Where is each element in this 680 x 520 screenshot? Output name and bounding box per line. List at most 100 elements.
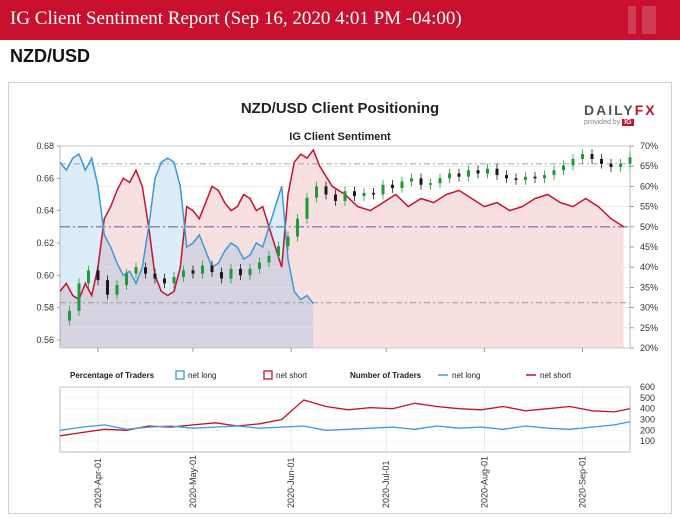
net-long-area	[60, 154, 314, 348]
x-tick-label: 2020-May-01	[188, 455, 198, 508]
price-candle	[457, 173, 461, 177]
pct-tick-label: 55%	[640, 202, 658, 212]
x-tick-label: 2020-Aug-01	[479, 456, 489, 508]
legend-pct-short-swatch	[263, 370, 273, 380]
net-short-area	[60, 150, 624, 348]
price-candle	[552, 170, 556, 176]
price-tick-label: 0.66	[36, 173, 54, 183]
price-tick-label: 0.58	[36, 303, 54, 313]
price-candle	[628, 157, 632, 164]
price-candle	[543, 175, 546, 179]
legend-num-short-label: net short	[540, 371, 572, 380]
price-candle	[296, 218, 299, 237]
price-candle	[267, 255, 271, 263]
price-candle	[467, 170, 470, 177]
pct-tick-label: 65%	[640, 161, 658, 171]
price-candle	[562, 165, 565, 171]
legend-percentage-title: Percentage of Traders	[70, 371, 155, 380]
price-candle	[134, 267, 138, 274]
dailyfx-logo: DAILYFX provided by IG	[584, 102, 660, 126]
price-candle	[210, 265, 214, 273]
price-candle	[609, 163, 613, 168]
price-candle	[372, 192, 375, 195]
price-candle	[315, 186, 318, 198]
net-short-line	[59, 148, 625, 301]
price-candle	[229, 268, 233, 279]
pct-tick-label: 60%	[640, 181, 658, 191]
price-candle	[381, 184, 385, 195]
price-candle	[486, 168, 489, 174]
price-candle	[248, 268, 252, 276]
legend-pct-long-label: net long	[188, 371, 216, 380]
x-tick-label: 2020-Jul-01	[381, 460, 391, 508]
chart-title: NZD/USD Client Positioning	[240, 100, 440, 117]
price-candle	[220, 272, 223, 279]
price-candle	[191, 270, 195, 274]
ig-badge: IG	[622, 119, 634, 126]
price-candle	[353, 191, 356, 197]
price-tick-label: 0.62	[36, 238, 54, 248]
price-candle	[96, 270, 100, 281]
price-candle	[144, 267, 147, 274]
traders-tick-label: 600	[640, 382, 655, 392]
price-candle	[87, 270, 90, 284]
pct-tick-label: 40%	[640, 262, 658, 272]
price-candle	[505, 175, 508, 179]
x-tick-label: 2020-Sep-01	[578, 456, 588, 508]
legend-pct-long-swatch	[175, 370, 185, 380]
price-tick-label: 0.56	[36, 335, 54, 345]
price-candle	[68, 310, 71, 321]
price-candle	[77, 283, 81, 311]
pct-tick-label: 70%	[640, 141, 658, 151]
currency-pair-label: NZD/USD	[10, 46, 90, 66]
price-candle	[400, 181, 404, 189]
price-candle	[286, 236, 290, 247]
price-candle	[619, 163, 622, 168]
price-candle	[571, 158, 575, 166]
x-tick-label: 2020-Jun-01	[286, 457, 296, 508]
price-candle	[590, 154, 594, 159]
net-long-line	[59, 152, 314, 305]
price-candle	[305, 197, 309, 219]
logo-daily: DAILY	[584, 102, 635, 118]
x-tick-label: 2020-Apr-01	[93, 458, 103, 508]
traders-tick-label: 500	[640, 393, 655, 403]
traders-tick-label: 200	[640, 425, 655, 435]
price-candle	[324, 186, 328, 195]
ig-watermark-icon	[628, 6, 656, 34]
pct-tick-label: 45%	[640, 242, 658, 252]
price-candle	[163, 278, 166, 284]
traders-tick-label: 400	[640, 404, 655, 414]
price-candle	[153, 273, 157, 279]
price-candle	[277, 246, 280, 256]
price-candle	[581, 154, 584, 159]
price-candle	[362, 192, 366, 197]
provided-by-label: provided by	[584, 119, 621, 126]
price-candle	[524, 176, 527, 180]
price-candle	[182, 270, 185, 277]
price-candle	[125, 273, 128, 285]
legend-number-title: Number of Traders	[350, 371, 422, 380]
provided-by-text: provided by IG	[584, 119, 660, 126]
pct-tick-label: 20%	[640, 343, 658, 353]
price-candle	[239, 268, 242, 276]
report-title: IG Client Sentiment Report (Sep 16, 2020…	[10, 8, 462, 29]
price-candle	[533, 176, 537, 179]
legend-num-long-label: net long	[452, 371, 480, 380]
pct-tick-label: 30%	[640, 303, 658, 313]
report-banner: IG Client Sentiment Report (Sep 16, 2020…	[0, 0, 680, 40]
price-candle	[343, 191, 347, 201]
price-candle	[115, 284, 119, 295]
price-candle	[258, 262, 261, 269]
price-candle	[429, 183, 432, 185]
price-candle	[419, 178, 423, 185]
logo-fx: FX	[634, 102, 657, 118]
price-tick-label: 0.64	[36, 206, 54, 216]
price-candle	[334, 194, 337, 201]
dailyfx-wordmark: DAILYFX	[584, 102, 660, 118]
price-candle	[391, 184, 394, 189]
price-candle	[448, 173, 451, 179]
traders-net-long-line	[59, 421, 631, 431]
price-candle	[201, 265, 204, 274]
